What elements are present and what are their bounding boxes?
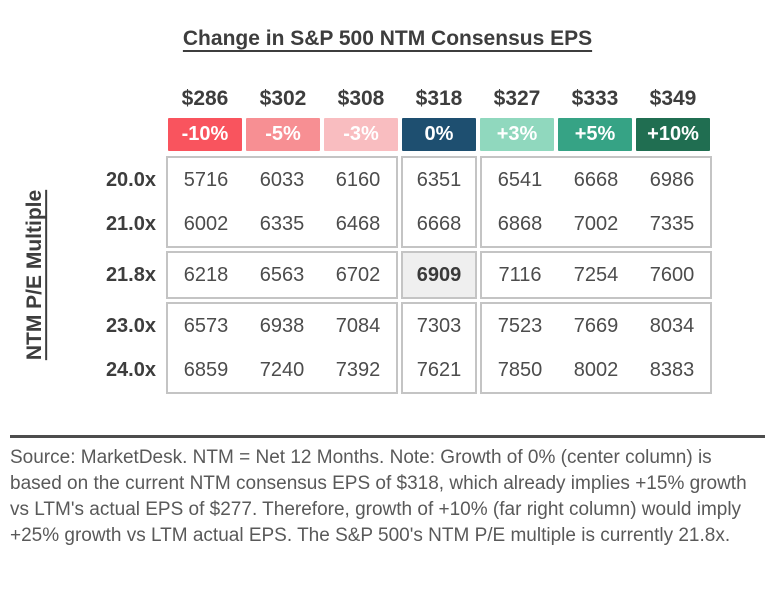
matrix-cell: 6033 [259, 168, 305, 191]
matrix-cell: 6702 [335, 263, 381, 286]
matrix-cell: 7600 [649, 263, 695, 286]
matrix-cell: 7303 [416, 314, 462, 337]
matrix-cell: 7335 [649, 212, 695, 235]
matrix-cell: 6335 [259, 212, 305, 235]
pe-row-label: 21.0x [105, 212, 156, 235]
matrix-row: 7303 [403, 304, 475, 348]
growth-chip: -10% [168, 118, 242, 151]
matrix-block: 7523 7669 8034 7850 8002 8383 [480, 302, 712, 394]
matrix-block: 5716 6033 6160 6002 6335 6468 [166, 156, 398, 248]
matrix-cell: 6859 [183, 358, 229, 381]
y-axis-label: NTM P/E Multiple [23, 189, 47, 361]
growth-header-row: -10% -5% -3% 0% +3% +5% +10% [166, 118, 712, 151]
growth-chip: -3% [324, 118, 398, 151]
matrix-row: 6351 [403, 158, 475, 202]
footer: Source: MarketDesk. NTM = Net 12 Months.… [10, 435, 765, 549]
matrix-cell: 6573 [183, 314, 229, 337]
matrix-row: 6859 7240 7392 [168, 348, 396, 392]
matrix-cell: 7621 [416, 358, 462, 381]
matrix-cell: 8034 [649, 314, 695, 337]
matrix-row: 6218 6563 6702 [168, 253, 396, 297]
matrix-cell: 7116 [498, 263, 542, 286]
pe-row-label: 20.0x [105, 168, 156, 191]
matrix-block: 6573 6938 7084 6859 7240 7392 [166, 302, 398, 394]
matrix-cell: 6351 [416, 168, 462, 191]
matrix-cell: 7240 [259, 358, 305, 381]
pe-row-label: 24.0x [105, 358, 156, 381]
source-note: Source: MarketDesk. NTM = Net 12 Months.… [10, 447, 747, 546]
matrix-cell: 6868 [497, 212, 543, 235]
matrix-block: 7116 7254 7600 [480, 251, 712, 299]
matrix-cell: 6002 [183, 212, 229, 235]
matrix-row: 6002 6335 6468 [168, 202, 396, 246]
matrix-cell: 7002 [573, 212, 619, 235]
matrix-cell: 6986 [649, 168, 695, 191]
matrix-cell: 7850 [497, 358, 543, 381]
matrix-row: 6909 [403, 253, 475, 297]
matrix-row: 7116 7254 7600 [482, 253, 710, 297]
growth-chip: +5% [558, 118, 632, 151]
eps-header: $349 [649, 86, 697, 110]
matrix-row: 7621 [403, 348, 475, 392]
matrix-cell: 6541 [497, 168, 543, 191]
eps-sensitivity-matrix: NTM P/E Multiple 20.0x 21.0x 21.8x 23.0x 24.… [0, 85, 775, 400]
growth-chip: 0% [402, 118, 476, 151]
y-axis-label-container: NTM P/E Multiple [14, 156, 56, 394]
matrix-cell: 6668 [416, 212, 462, 235]
matrix-block: 6541 6668 6986 6868 7002 7335 [480, 156, 712, 248]
matrix-cell: 6218 [183, 263, 229, 286]
eps-header: $333 [571, 86, 619, 110]
matrix-cell: 7523 [497, 314, 543, 337]
pe-row-label: 23.0x [105, 314, 156, 337]
eps-header: $327 [493, 86, 541, 110]
pe-row-label: 21.8x [105, 263, 156, 286]
matrix-cell: 6668 [573, 168, 619, 191]
eps-header: $286 [181, 86, 229, 110]
eps-header: $308 [337, 86, 385, 110]
eps-header: $318 [415, 86, 463, 110]
matrix-cell: 6160 [335, 168, 381, 191]
matrix-block: 6909 [401, 251, 477, 299]
matrix-row: 5716 6033 6160 [168, 158, 396, 202]
matrix-row: 6668 [403, 202, 475, 246]
matrix-cell: 5716 [183, 168, 229, 191]
matrix-cell: 7084 [335, 314, 381, 337]
matrix-row: 7523 7669 8034 [482, 304, 710, 348]
growth-chip: -5% [246, 118, 320, 151]
matrix-block: 6218 6563 6702 [166, 251, 398, 299]
columns-area: $286 $302 $308 $318 $327 $333 $349 -10% -5% -3% 0… [166, 85, 712, 394]
matrix-cell: 6938 [259, 314, 305, 337]
matrix-row: 6868 7002 7335 [482, 202, 710, 246]
matrix-block: 7303 7621 [401, 302, 477, 394]
matrix-row: 7850 8002 8383 [482, 348, 710, 392]
growth-chip: +10% [636, 118, 710, 151]
matrix-grid: 5716 6033 6160 6002 6335 6468 6351 6668 6541 6668… [166, 156, 712, 394]
matrix-cell: 7254 [573, 263, 619, 286]
matrix-cell: 8002 [573, 358, 619, 381]
eps-header: $302 [259, 86, 307, 110]
matrix-row: 6541 6668 6986 [482, 158, 710, 202]
matrix-cell: 8383 [649, 358, 695, 381]
eps-header-row: $286 $302 $308 $318 $327 $333 $349 [166, 85, 712, 112]
matrix-block: 6351 6668 [401, 156, 477, 248]
matrix-cell: 6468 [335, 212, 381, 235]
matrix-cell: 7392 [335, 358, 381, 381]
pe-multiple-row-labels: 20.0x 21.0x 21.8x 23.0x 24.0x [86, 156, 156, 394]
matrix-cell: 7669 [573, 314, 619, 337]
growth-chip: +3% [480, 118, 554, 151]
page-title: Change in S&P 500 NTM Consensus EPS [182, 27, 593, 50]
matrix-row: 6573 6938 7084 [168, 304, 396, 348]
matrix-cell-current: 6909 [403, 253, 475, 297]
matrix-cell: 6563 [259, 263, 305, 286]
